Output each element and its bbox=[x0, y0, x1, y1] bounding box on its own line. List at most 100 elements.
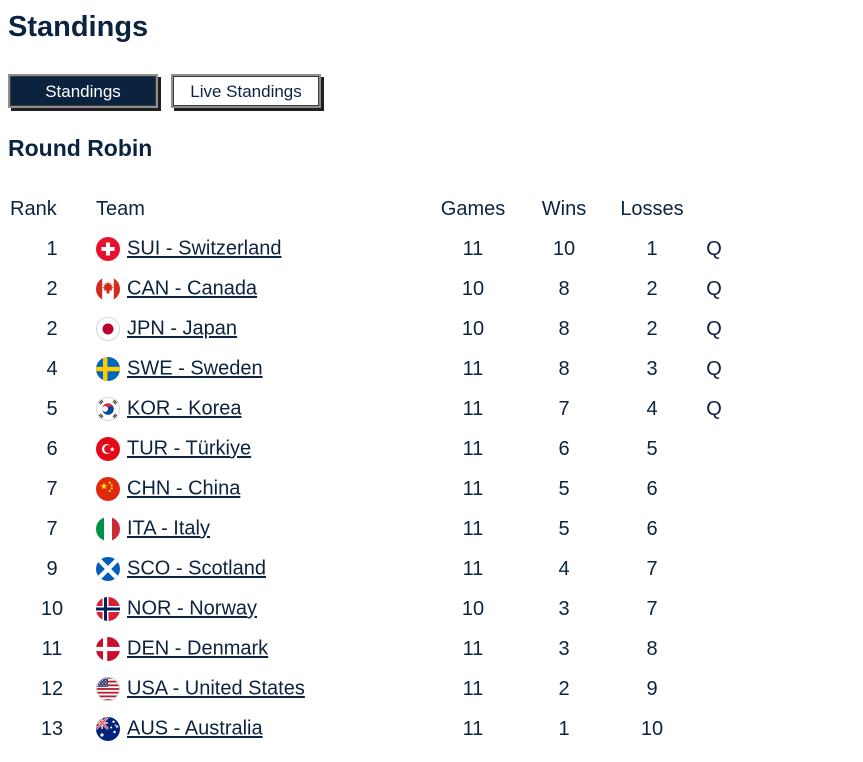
table-row: 11 DEN - Denmark 11 3 8 bbox=[8, 629, 734, 669]
wins-cell: 8 bbox=[558, 317, 570, 340]
rank-cell: 4 bbox=[46, 357, 58, 380]
team-link[interactable]: USA - United States bbox=[127, 677, 305, 700]
table-row: 7 CHN - China 11 5 6 bbox=[8, 469, 734, 509]
rank-cell: 7 bbox=[46, 477, 58, 500]
wins-cell: 4 bbox=[558, 557, 570, 580]
games-cell: 11 bbox=[462, 237, 484, 260]
rank-cell: 12 bbox=[40, 677, 64, 700]
flag-jpn-icon bbox=[96, 317, 120, 341]
qualified-cell bbox=[694, 629, 734, 669]
qualified-cell: Q bbox=[706, 317, 722, 340]
wins-cell: 8 bbox=[558, 357, 570, 380]
games-cell: 11 bbox=[462, 437, 484, 460]
wins-cell: 8 bbox=[558, 277, 570, 300]
header-team: Team bbox=[96, 197, 145, 220]
qualified-cell bbox=[694, 549, 734, 589]
tab-standings[interactable]: Standings bbox=[8, 74, 158, 108]
rank-cell: 7 bbox=[46, 517, 58, 540]
team-link[interactable]: KOR - Korea bbox=[127, 397, 242, 420]
team-cell: CAN - Canada bbox=[96, 269, 428, 309]
rank-cell: 6 bbox=[46, 437, 58, 460]
header-losses: Losses bbox=[620, 197, 684, 220]
losses-cell: 6 bbox=[646, 477, 658, 500]
team-link[interactable]: AUS - Australia bbox=[127, 717, 263, 740]
page-title: Standings bbox=[8, 11, 149, 43]
losses-cell: 5 bbox=[646, 437, 658, 460]
qualified-cell: Q bbox=[706, 397, 722, 420]
team-link[interactable]: CAN - Canada bbox=[127, 277, 258, 300]
table-row: 1 SUI - Switzerland 11 10 1 Q bbox=[8, 229, 734, 269]
wins-cell: 3 bbox=[558, 597, 570, 620]
rank-cell: 13 bbox=[40, 717, 64, 740]
games-cell: 11 bbox=[462, 637, 484, 660]
wins-cell: 7 bbox=[558, 397, 570, 420]
flag-chn-icon bbox=[96, 477, 120, 501]
qualified-cell bbox=[694, 589, 734, 629]
flag-can-icon bbox=[96, 277, 120, 301]
losses-cell: 9 bbox=[646, 677, 658, 700]
flag-swe-icon bbox=[96, 357, 120, 381]
table-row: 13 AUS - Australia 11 1 10 bbox=[8, 709, 734, 749]
rank-cell: 9 bbox=[46, 557, 58, 580]
losses-cell: 2 bbox=[646, 277, 658, 300]
qualified-cell bbox=[694, 709, 734, 749]
flag-usa-icon bbox=[96, 677, 120, 701]
team-cell: AUS - Australia bbox=[96, 709, 428, 749]
team-cell: KOR - Korea bbox=[96, 389, 428, 429]
qualified-cell bbox=[694, 669, 734, 709]
team-link[interactable]: SCO - Scotland bbox=[127, 557, 266, 580]
table-row: 6 TUR - Türkiye 11 6 5 bbox=[8, 429, 734, 469]
wins-cell: 6 bbox=[558, 437, 570, 460]
qualified-cell bbox=[694, 509, 734, 549]
rank-cell: 5 bbox=[46, 397, 58, 420]
losses-cell: 10 bbox=[640, 717, 664, 740]
team-cell: USA - United States bbox=[96, 669, 428, 709]
team-link[interactable]: TUR - Türkiye bbox=[127, 437, 252, 460]
header-wins: Wins bbox=[541, 197, 587, 220]
losses-cell: 7 bbox=[646, 597, 658, 620]
table-row: 5 KOR - Korea 11 7 4 Q bbox=[8, 389, 734, 429]
table-row: 2 CAN - Canada 10 8 2 Q bbox=[8, 269, 734, 309]
table-header-row: Rank Team Games Wins Losses bbox=[8, 189, 734, 229]
games-cell: 11 bbox=[462, 397, 484, 420]
team-link[interactable]: SUI - Switzerland bbox=[127, 237, 282, 260]
rank-cell: 1 bbox=[46, 237, 58, 260]
games-cell: 11 bbox=[462, 357, 484, 380]
team-link[interactable]: JPN - Japan bbox=[127, 317, 238, 340]
rank-cell: 2 bbox=[46, 317, 58, 340]
team-cell: TUR - Türkiye bbox=[96, 429, 428, 469]
team-cell: NOR - Norway bbox=[96, 589, 428, 629]
flag-sui-icon bbox=[96, 237, 120, 261]
team-cell: JPN - Japan bbox=[96, 309, 428, 349]
team-link[interactable]: SWE - Sweden bbox=[127, 357, 263, 380]
games-cell: 10 bbox=[461, 317, 485, 340]
team-link[interactable]: NOR - Norway bbox=[127, 597, 258, 620]
team-cell: CHN - China bbox=[96, 469, 428, 509]
qualified-cell: Q bbox=[706, 237, 722, 260]
losses-cell: 6 bbox=[646, 517, 658, 540]
games-cell: 11 bbox=[462, 717, 484, 740]
wins-cell: 3 bbox=[558, 637, 570, 660]
games-cell: 11 bbox=[462, 557, 484, 580]
losses-cell: 3 bbox=[646, 357, 658, 380]
losses-cell: 2 bbox=[646, 317, 658, 340]
header-rank: Rank bbox=[10, 197, 57, 220]
losses-cell: 8 bbox=[646, 637, 658, 660]
table-row: 12 USA - United States 11 2 9 bbox=[8, 669, 734, 709]
games-cell: 11 bbox=[462, 477, 484, 500]
rank-cell: 10 bbox=[40, 597, 64, 620]
team-link[interactable]: DEN - Denmark bbox=[127, 637, 269, 660]
section-title: Round Robin bbox=[8, 135, 153, 161]
standings-table: Rank Team Games Wins Losses 1 SUI - Swit… bbox=[8, 189, 734, 749]
games-cell: 10 bbox=[461, 277, 485, 300]
team-link[interactable]: CHN - China bbox=[127, 477, 241, 500]
flag-sco-icon bbox=[96, 557, 120, 581]
tab-live-standings[interactable]: Live Standings bbox=[171, 74, 321, 108]
flag-aus-icon bbox=[96, 717, 120, 741]
qualified-cell bbox=[694, 469, 734, 509]
team-cell: DEN - Denmark bbox=[96, 629, 428, 669]
table-row: 2 JPN - Japan 10 8 2 Q bbox=[8, 309, 734, 349]
wins-cell: 10 bbox=[552, 237, 576, 260]
team-link[interactable]: ITA - Italy bbox=[127, 517, 210, 540]
